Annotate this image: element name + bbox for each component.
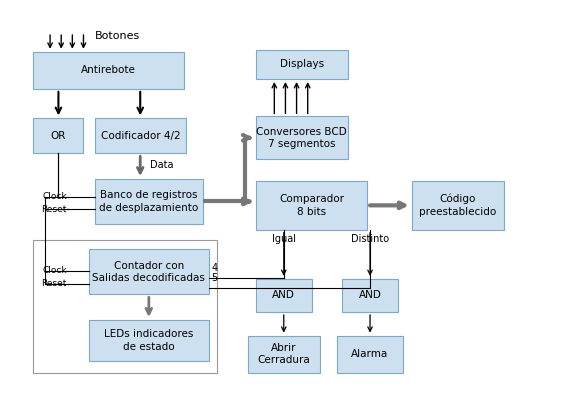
Text: Antirebote: Antirebote — [81, 65, 136, 75]
FancyBboxPatch shape — [94, 118, 187, 154]
FancyBboxPatch shape — [94, 179, 203, 224]
Text: AND: AND — [273, 290, 295, 301]
Text: Abrir
Cerradura: Abrir Cerradura — [257, 343, 310, 365]
FancyBboxPatch shape — [256, 279, 311, 312]
FancyBboxPatch shape — [248, 335, 320, 373]
Text: Banco de registros
de desplazamiento: Banco de registros de desplazamiento — [99, 190, 198, 213]
Text: Contador con
Salidas decodificadas: Contador con Salidas decodificadas — [92, 261, 205, 283]
FancyBboxPatch shape — [256, 50, 348, 79]
FancyBboxPatch shape — [337, 335, 404, 373]
Text: Data: Data — [150, 160, 174, 170]
FancyBboxPatch shape — [412, 181, 504, 230]
Text: Clock: Clock — [42, 266, 67, 276]
FancyBboxPatch shape — [33, 52, 184, 89]
FancyBboxPatch shape — [256, 181, 367, 230]
Text: Distinto: Distinto — [351, 234, 389, 244]
Text: Displays: Displays — [280, 60, 324, 69]
Text: Comparador
8 bits: Comparador 8 bits — [279, 194, 344, 216]
Text: Código
preestablecido: Código preestablecido — [419, 194, 496, 217]
FancyBboxPatch shape — [33, 118, 84, 154]
Text: Conversores BCD
7 segmentos: Conversores BCD 7 segmentos — [256, 127, 347, 149]
Text: LEDs indicadores
de estado: LEDs indicadores de estado — [104, 329, 193, 352]
FancyBboxPatch shape — [89, 249, 209, 295]
Text: Codificador 4/2: Codificador 4/2 — [101, 131, 180, 141]
Text: Clock: Clock — [42, 192, 67, 201]
Text: Igual: Igual — [272, 234, 296, 244]
Text: 4: 4 — [211, 263, 217, 273]
Text: 5: 5 — [211, 273, 217, 283]
FancyBboxPatch shape — [256, 116, 348, 159]
Text: Reset: Reset — [42, 279, 67, 288]
Text: Botones: Botones — [94, 31, 140, 41]
FancyBboxPatch shape — [89, 320, 209, 361]
Text: Alarma: Alarma — [351, 349, 389, 359]
Text: OR: OR — [51, 131, 66, 141]
Text: AND: AND — [359, 290, 382, 301]
FancyBboxPatch shape — [342, 279, 398, 312]
Text: Reset: Reset — [42, 205, 67, 214]
